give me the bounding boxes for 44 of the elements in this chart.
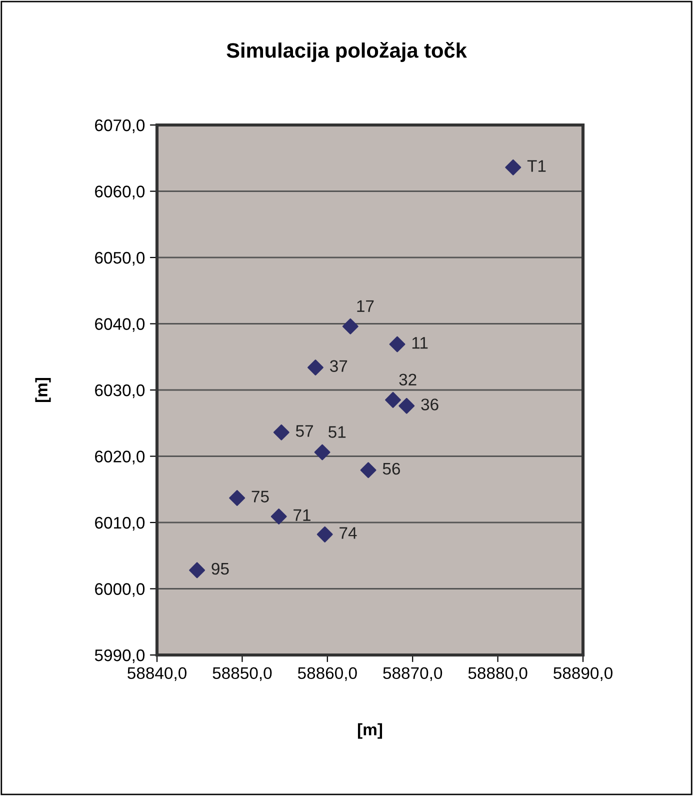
- annotation: 51: [328, 426, 346, 438]
- x-tick-label: 58890,0: [554, 667, 612, 682]
- annotation: 11: [412, 337, 428, 349]
- point: [505, 159, 522, 176]
- point: [307, 359, 324, 376]
- y-tick-label: 6050,0: [95, 252, 145, 266]
- point: [385, 392, 401, 408]
- point: [189, 562, 206, 578]
- y-tick-label: 5990,0: [94, 649, 145, 664]
- annotation: 95: [212, 562, 229, 575]
- point: [273, 424, 290, 440]
- point: [270, 508, 287, 525]
- annotation: 36: [421, 398, 438, 410]
- point: [316, 526, 333, 542]
- annotation: 74: [340, 527, 357, 539]
- annotation: 71: [294, 509, 310, 521]
- annotation: 17: [357, 300, 374, 312]
- y-tick-label: 6030,0: [95, 384, 145, 398]
- annotation: T1: [527, 160, 546, 172]
- x-axis-title: [m]: [358, 723, 382, 739]
- annotation: 75: [252, 490, 269, 502]
- y-tick-label: 6020,0: [95, 450, 145, 464]
- x-tick-label: 58840,0: [128, 667, 186, 682]
- point: [229, 490, 246, 506]
- point: [342, 318, 358, 334]
- y-tick-label: 6000,0: [95, 583, 145, 597]
- chart-title: Simulacija položaja točk: [226, 42, 467, 62]
- y-tick-label: 6010,0: [95, 516, 145, 531]
- annotation: 56: [382, 462, 400, 475]
- annotation: 32: [399, 374, 416, 386]
- x-tick-label: 58880,0: [468, 667, 528, 682]
- y-axis-title: [m]: [35, 378, 51, 402]
- point: [398, 398, 415, 414]
- y-tick-label: 6040,0: [95, 318, 145, 332]
- x-tick-label: 58860,0: [298, 667, 357, 682]
- point: [314, 444, 330, 460]
- y-tick-label: 6060,0: [95, 186, 145, 200]
- y-tick-label: 6070,0: [95, 119, 145, 134]
- point: [389, 336, 406, 352]
- annotation: 57: [296, 425, 313, 437]
- point: [360, 462, 376, 478]
- x-tick-label: 58850,0: [212, 667, 272, 682]
- annotation: 37: [330, 360, 348, 372]
- x-tick-label: 58870,0: [383, 667, 442, 682]
